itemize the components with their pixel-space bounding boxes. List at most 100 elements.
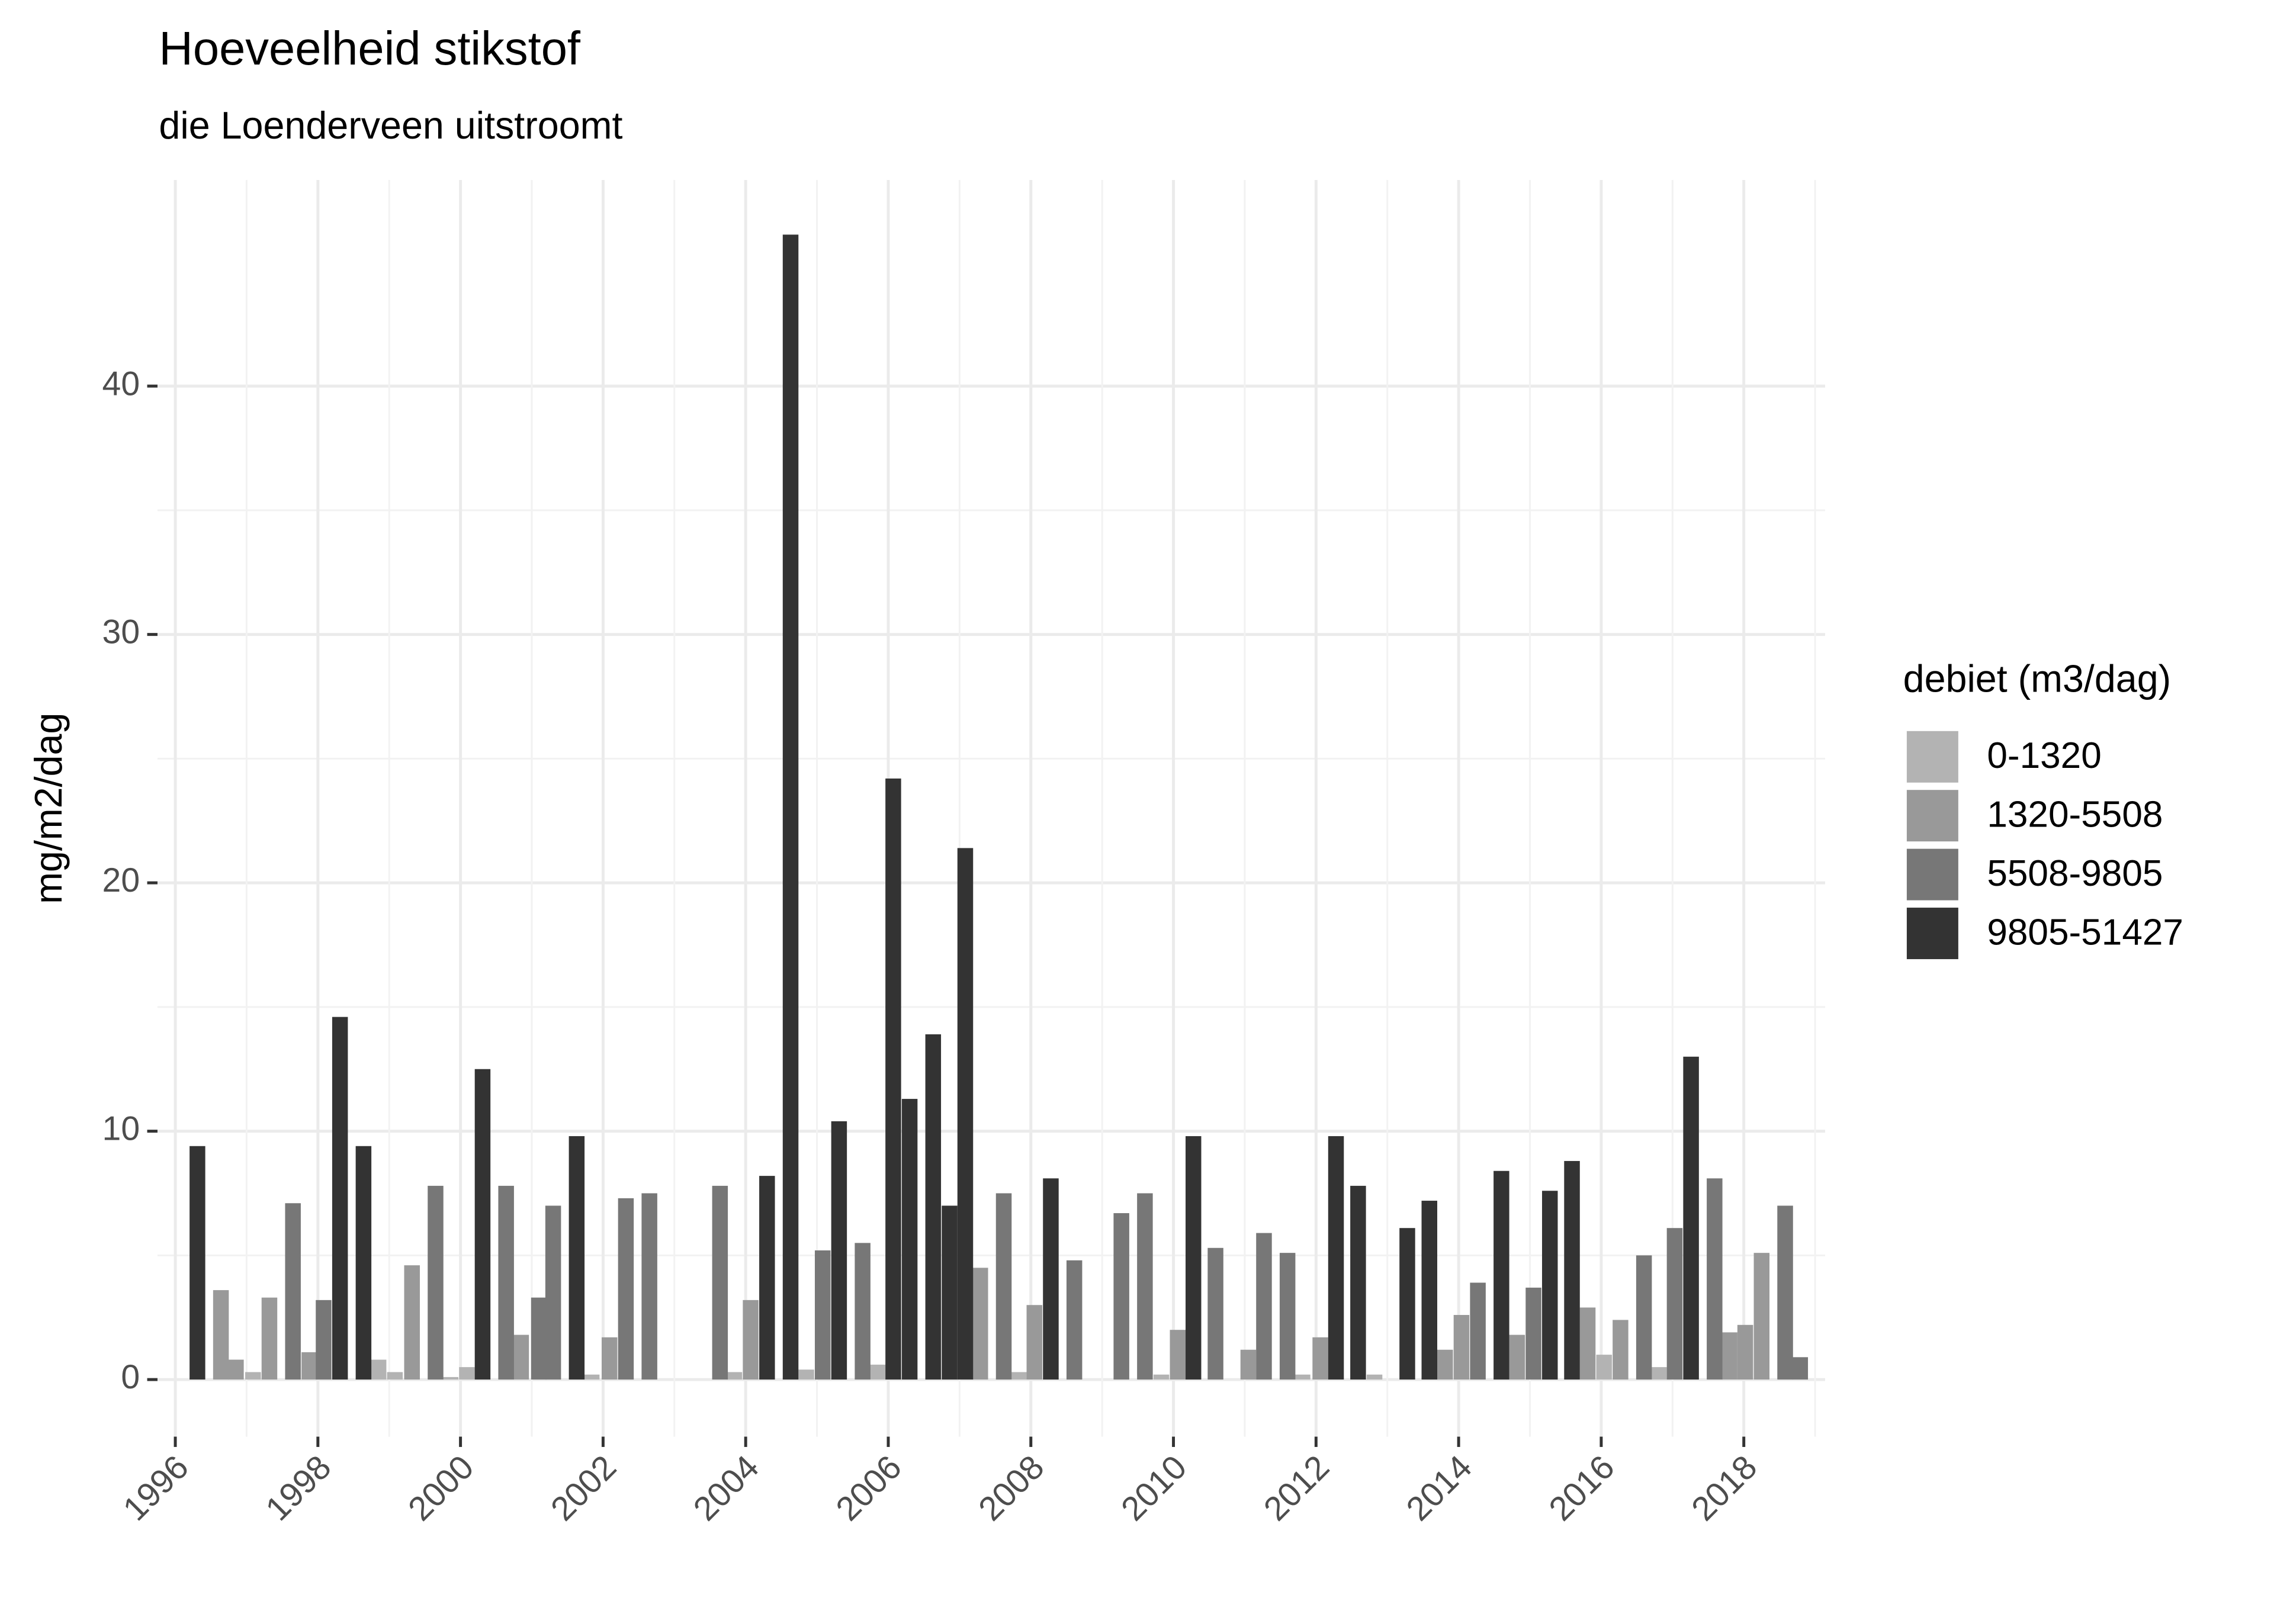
legend: debiet (m3/dag) 0-1320 1320-5508 5508-9805… xyxy=(1903,658,2183,961)
bar xyxy=(726,1372,743,1380)
bar xyxy=(1026,1305,1043,1380)
bar xyxy=(245,1372,261,1380)
bar xyxy=(995,1193,1012,1380)
bar xyxy=(1470,1282,1486,1380)
legend-label: 5508-9805 xyxy=(1987,853,2163,894)
bar xyxy=(1564,1160,1580,1380)
bar xyxy=(316,1300,332,1380)
bar xyxy=(798,1369,814,1380)
y-tick-label: 30 xyxy=(102,613,140,651)
bar xyxy=(1312,1337,1328,1380)
bar xyxy=(712,1185,728,1380)
bar xyxy=(332,1017,348,1380)
bars xyxy=(190,234,1809,1380)
y-tick-label: 40 xyxy=(102,365,140,403)
bar xyxy=(1707,1178,1723,1380)
legend-key xyxy=(1905,906,1960,961)
bar xyxy=(925,1034,942,1380)
bar xyxy=(1792,1357,1809,1380)
bar xyxy=(855,1243,871,1380)
chart-title: Hoeveelheid stikstof xyxy=(159,22,581,75)
bar xyxy=(1541,1191,1558,1380)
bar xyxy=(1011,1372,1027,1380)
bar xyxy=(1721,1332,1737,1380)
bar xyxy=(213,1290,229,1380)
bar xyxy=(618,1198,634,1380)
bar xyxy=(474,1069,491,1380)
bar xyxy=(1683,1056,1699,1380)
legend-label: 0-1320 xyxy=(1987,735,2101,776)
bar xyxy=(1437,1349,1453,1380)
bar xyxy=(404,1265,420,1380)
bar xyxy=(869,1364,886,1380)
bar xyxy=(498,1185,514,1380)
y-axis-label: mg/m2/dag xyxy=(27,713,70,904)
bar xyxy=(1043,1178,1059,1380)
bar xyxy=(459,1367,475,1380)
bar xyxy=(759,1176,775,1380)
bar xyxy=(601,1337,618,1380)
bar xyxy=(1777,1205,1793,1380)
bar xyxy=(1636,1255,1652,1380)
bar xyxy=(1295,1374,1311,1380)
bar xyxy=(1153,1374,1170,1380)
bar xyxy=(428,1185,444,1380)
bar xyxy=(1186,1136,1202,1380)
chart-subtitle: die Loenderveen uitstroomt xyxy=(159,104,622,147)
bar xyxy=(1509,1334,1525,1380)
bar xyxy=(957,848,974,1380)
bar xyxy=(228,1359,244,1380)
bar xyxy=(1493,1170,1509,1380)
bar xyxy=(1453,1315,1470,1380)
bar xyxy=(442,1377,459,1380)
legend-key xyxy=(1905,788,1960,843)
bar xyxy=(355,1146,372,1380)
bar xyxy=(1596,1355,1612,1380)
bar xyxy=(1366,1374,1383,1380)
bar xyxy=(743,1300,759,1380)
legend-key xyxy=(1905,729,1960,784)
bar xyxy=(1207,1247,1223,1380)
bar xyxy=(1421,1201,1438,1380)
bar xyxy=(531,1297,547,1380)
bar xyxy=(1279,1253,1296,1380)
y-tick-label: 0 xyxy=(121,1358,140,1396)
bar xyxy=(190,1146,205,1380)
legend-label: 1320-5508 xyxy=(1987,795,2163,835)
bar xyxy=(1399,1228,1415,1380)
bar xyxy=(301,1352,317,1380)
bar xyxy=(972,1268,988,1380)
bar xyxy=(583,1374,600,1380)
bar xyxy=(1350,1185,1366,1380)
bar xyxy=(901,1099,918,1380)
bar xyxy=(1613,1320,1629,1380)
bar xyxy=(1066,1260,1083,1380)
bar xyxy=(513,1334,529,1380)
bar xyxy=(831,1121,847,1380)
bar xyxy=(1666,1228,1683,1380)
bar xyxy=(641,1193,657,1380)
bar xyxy=(1137,1193,1153,1380)
bar xyxy=(370,1359,387,1380)
legend-key xyxy=(1905,847,1960,902)
bar xyxy=(1651,1367,1667,1380)
bar xyxy=(1240,1349,1257,1380)
bar xyxy=(1753,1253,1770,1380)
y-tick-label: 20 xyxy=(102,861,140,899)
bar xyxy=(261,1297,278,1380)
bar xyxy=(1113,1213,1129,1380)
bar xyxy=(387,1372,403,1380)
bar xyxy=(1256,1233,1272,1380)
bar xyxy=(1737,1324,1753,1380)
bar xyxy=(545,1205,561,1380)
bar xyxy=(1525,1287,1541,1380)
legend-title: debiet (m3/dag) xyxy=(1903,658,2172,700)
legend-label: 9805-51427 xyxy=(1987,912,2183,953)
bar xyxy=(285,1203,301,1380)
bar xyxy=(782,234,799,1380)
bar xyxy=(885,778,901,1380)
bar xyxy=(1170,1330,1186,1380)
